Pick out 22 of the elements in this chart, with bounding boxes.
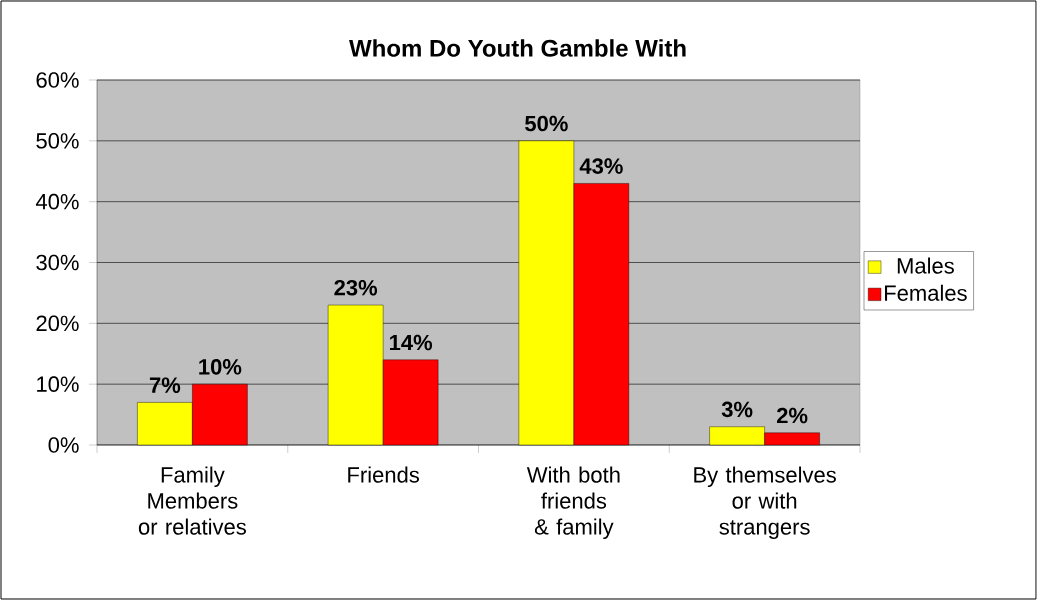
y-tick-label: 60% bbox=[36, 72, 79, 88]
x-tick-label: By themselves or with strangers bbox=[694, 466, 836, 540]
y-tick-label: 10% bbox=[37, 376, 79, 392]
y-tick-label: 40% bbox=[35, 193, 79, 210]
legend-label: Females bbox=[885, 284, 967, 301]
y-tick-label: 50% bbox=[36, 133, 79, 149]
x-tick-label: Family Members or relatives bbox=[138, 466, 246, 535]
data-label: 50% bbox=[525, 115, 568, 132]
data-label: 2% bbox=[776, 407, 808, 424]
data-label: 23% bbox=[334, 279, 378, 296]
y-tick-label: 20% bbox=[36, 315, 79, 332]
data-label: 43% bbox=[579, 158, 623, 174]
y-tick-label: 0% bbox=[48, 437, 79, 453]
data-label: 3% bbox=[721, 401, 753, 418]
chart-title: Whom Do Youth Gamble With bbox=[349, 39, 686, 57]
data-label: 7% bbox=[149, 377, 181, 393]
y-tick-label: 30% bbox=[36, 254, 79, 271]
x-tick-label: Friends bbox=[348, 466, 420, 483]
x-tick-label: With both friends & family bbox=[526, 466, 620, 540]
data-label: 10% bbox=[199, 359, 242, 375]
legend-label: Males bbox=[897, 257, 954, 274]
data-label: 14% bbox=[389, 334, 433, 351]
